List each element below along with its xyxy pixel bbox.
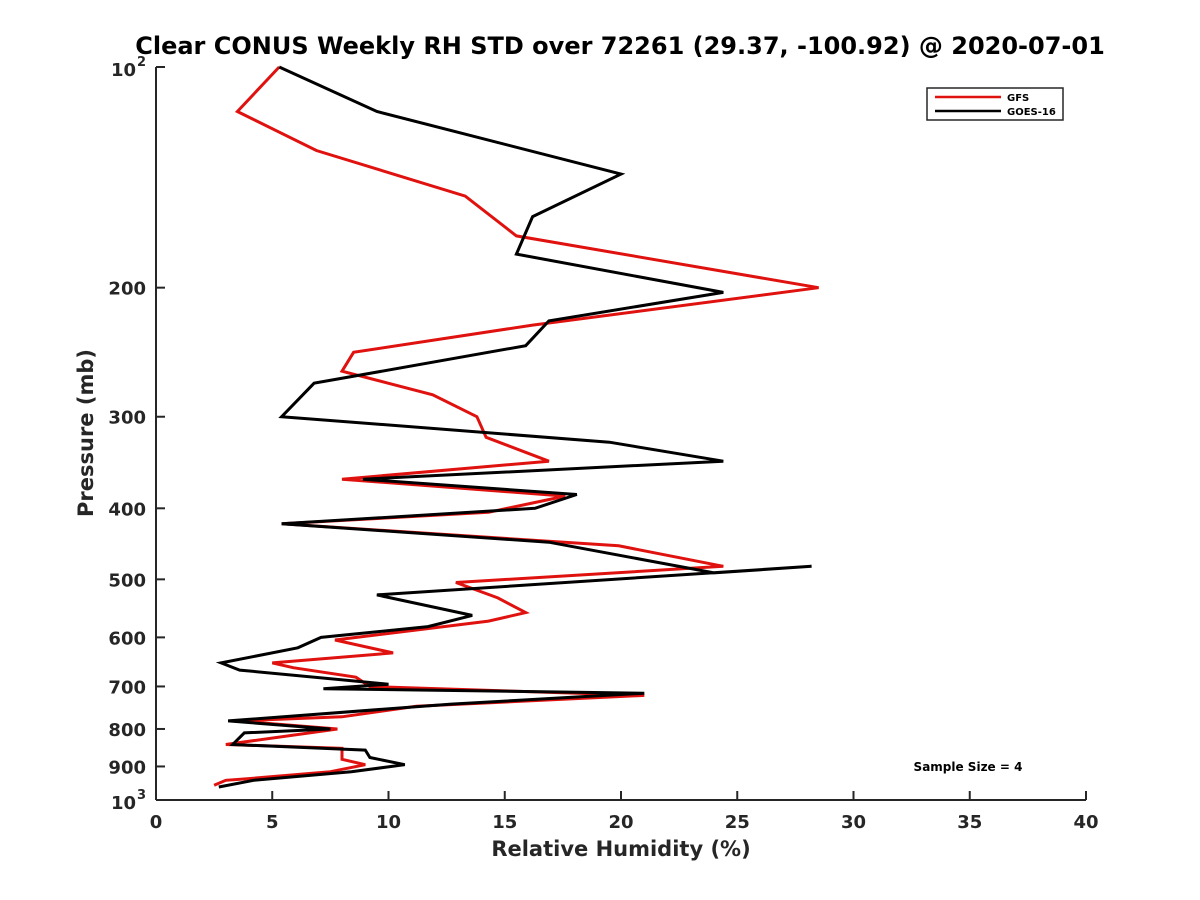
legend: GFS GOES-16	[926, 87, 1064, 121]
x-axis-label: Relative Humidity (%)	[491, 837, 750, 861]
y-tick-exponent: 2	[137, 55, 146, 70]
y-tick-label: 400	[108, 499, 146, 520]
x-tick-label: 25	[725, 812, 750, 833]
x-tick-label: 30	[841, 812, 866, 833]
legend-label-gfs: GFS	[1007, 93, 1029, 104]
series-lines	[213, 65, 819, 789]
y-tick-label: 500	[108, 570, 146, 591]
sample-size-annotation: Sample Size = 4	[914, 760, 1023, 774]
x-tick-label: 10	[376, 812, 401, 833]
y-tick-label: 800	[108, 720, 146, 741]
y-tick-label: 900	[108, 757, 146, 778]
y-axis-label: Pressure (mb)	[74, 349, 98, 517]
x-tick-label: 35	[957, 812, 982, 833]
legend-label-goes16: GOES-16	[1007, 107, 1056, 118]
y-tick-label: 300	[108, 408, 146, 429]
x-ticks: 0 5 10 15 20 25 30 35 40	[150, 791, 1099, 833]
x-tick-label: 40	[1073, 812, 1098, 833]
chart-title: Clear CONUS Weekly RH STD over 72261 (29…	[135, 32, 1105, 60]
legend-box	[926, 87, 1064, 121]
x-tick-label: 5	[266, 812, 279, 833]
y-tick-exponent: 3	[137, 788, 146, 803]
x-tick-label: 15	[492, 812, 517, 833]
y-tick-label: 10	[111, 60, 136, 81]
y-tick-label: 200	[108, 279, 146, 300]
x-tick-label: 20	[608, 812, 633, 833]
y-tick-label: 600	[108, 628, 146, 649]
y-tick-base: 10	[111, 60, 136, 81]
axes	[155, 67, 1086, 801]
y-tick-base: 10	[111, 793, 136, 814]
y-tick-label: 700	[108, 677, 146, 698]
series-line-goes16	[215, 65, 812, 789]
y-tick-label: 10	[111, 793, 136, 814]
x-tick-label: 0	[150, 812, 163, 833]
